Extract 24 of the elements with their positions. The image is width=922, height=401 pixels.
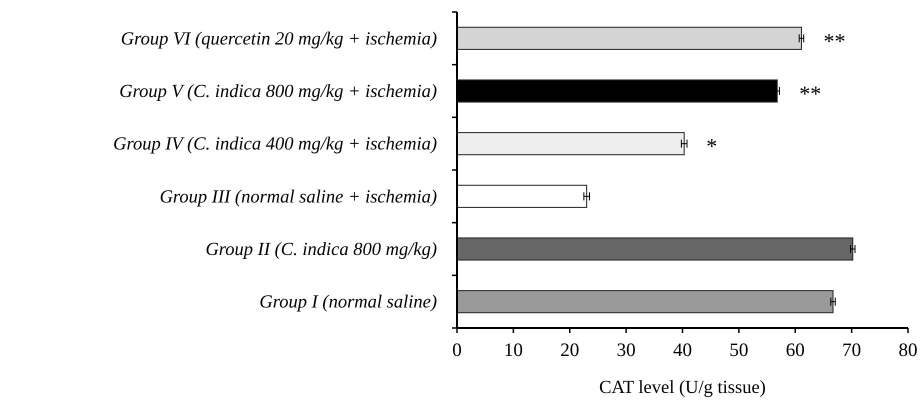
bar bbox=[456, 26, 802, 50]
annotation: ** bbox=[823, 28, 846, 54]
bar bbox=[456, 290, 834, 314]
x-tick-label: 60 bbox=[786, 340, 805, 361]
y-tick-label: Group V (C. indica 800 mg/kg + ischemia) bbox=[119, 82, 437, 102]
y-tick-label: Group I (normal saline) bbox=[259, 292, 437, 313]
x-tick-label: 0 bbox=[452, 340, 462, 361]
x-axis-title: CAT level (U/g tissue) bbox=[599, 378, 766, 398]
x-tick-label: 30 bbox=[616, 340, 636, 361]
bar bbox=[456, 132, 685, 156]
bar bbox=[456, 184, 588, 208]
x-tick-label: 20 bbox=[560, 340, 580, 361]
y-tick-label: Group II (C. indica 800 mg/kg) bbox=[205, 240, 437, 260]
y-tick-label: Group IV (C. indica 400 mg/kg + ischemia) bbox=[113, 134, 437, 155]
bar bbox=[456, 237, 854, 261]
x-tick-label: 70 bbox=[842, 340, 862, 361]
annotation: * bbox=[706, 134, 718, 159]
x-tick-label: 80 bbox=[898, 340, 918, 361]
x-tick-label: 10 bbox=[504, 340, 523, 361]
annotation: ** bbox=[799, 81, 822, 106]
y-tick-label: Group VI (quercetin 20 mg/kg + ischemia) bbox=[120, 29, 437, 50]
y-tick-label: Group III (normal saline + ischemia) bbox=[160, 187, 437, 208]
x-tick-label: 50 bbox=[729, 340, 748, 361]
x-tick-label: 40 bbox=[673, 340, 692, 361]
